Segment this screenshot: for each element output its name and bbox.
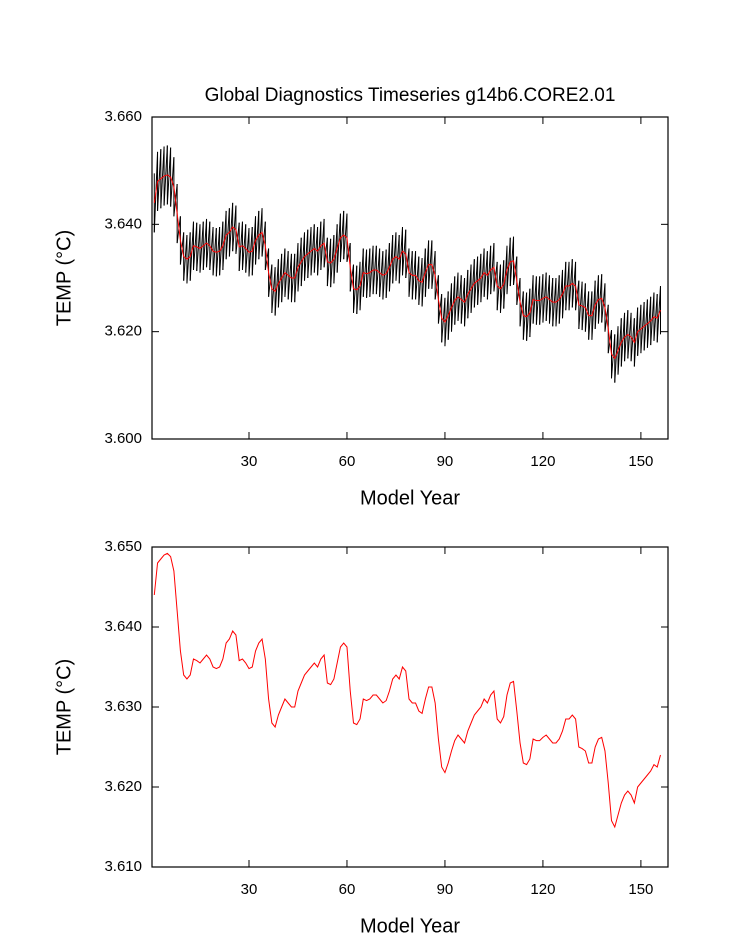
y-axis-label: TEMP (°C) (53, 659, 75, 756)
y-tick-label: 3.600 (104, 430, 142, 447)
x-tick-label: 60 (339, 881, 356, 898)
x-axis-label: Model Year (360, 915, 460, 937)
x-tick-label: 90 (437, 881, 454, 898)
y-tick-label: 3.610 (104, 858, 142, 875)
plot-frame (151, 546, 669, 868)
y-tick-label: 3.620 (104, 778, 142, 795)
y-tick-label: 3.630 (104, 698, 142, 715)
y-axis-label: TEMP (°C) (53, 230, 75, 327)
chart-title: Global Diagnostics Timeseries g14b6.CORE… (205, 85, 616, 106)
x-tick-label: 120 (530, 453, 555, 470)
x-tick-label: 150 (628, 881, 653, 898)
y-tick-label: 3.640 (104, 618, 142, 635)
y-tick-label: 3.660 (104, 108, 142, 125)
line-series (153, 174, 661, 360)
line-series (153, 552, 661, 829)
x-tick-label: 30 (241, 881, 258, 898)
plot-frame (151, 116, 669, 440)
x-tick-label: 90 (437, 453, 454, 470)
y-tick-label: 3.620 (104, 323, 142, 340)
x-tick-label: 60 (339, 453, 356, 470)
x-tick-label: 30 (241, 453, 258, 470)
x-tick-label: 120 (530, 881, 555, 898)
y-tick-label: 3.650 (104, 538, 142, 555)
x-axis-label: Model Year (360, 487, 460, 509)
x-tick-label: 150 (628, 453, 653, 470)
y-tick-label: 3.640 (104, 215, 142, 232)
